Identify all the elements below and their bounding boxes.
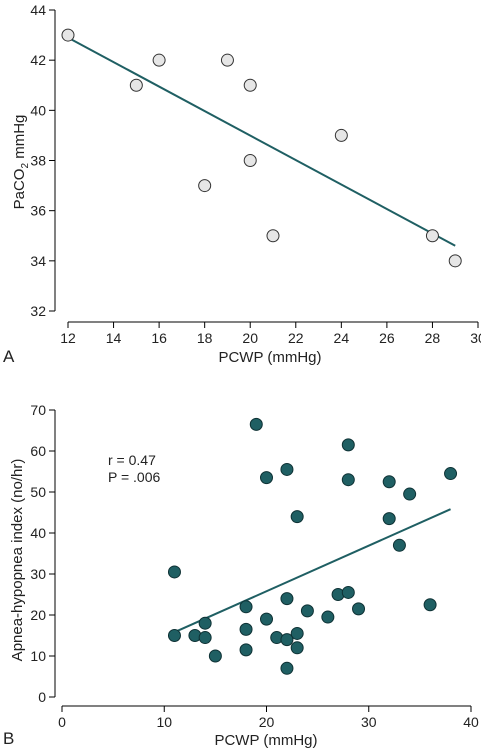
b-data-point bbox=[239, 600, 253, 614]
a-y-tick-label: 40 bbox=[30, 102, 46, 118]
b-data-point bbox=[260, 612, 273, 626]
panel-a-y-axis-title: PaCO2 mmHg bbox=[11, 115, 31, 210]
b-x-tick-label: 30 bbox=[361, 714, 377, 730]
a-x-tick-label: 28 bbox=[425, 330, 441, 346]
b-data-point bbox=[321, 610, 335, 624]
panel-b-p-value-annotation: P = .006 bbox=[108, 469, 161, 485]
panel-b-label: B bbox=[3, 729, 14, 748]
a-y-tick-label: 44 bbox=[30, 2, 46, 18]
b-data-point bbox=[249, 417, 263, 431]
a-y-tick-label: 36 bbox=[30, 203, 46, 219]
b-data-point bbox=[382, 475, 396, 489]
b-data-point bbox=[239, 643, 253, 657]
b-x-tick-label: 40 bbox=[463, 714, 479, 730]
b-data-point bbox=[280, 661, 294, 675]
panel-b-y-axis-title: Apnea-hypopnea index (no/hr) bbox=[9, 459, 26, 662]
a-data-point bbox=[129, 78, 143, 92]
b-y-tick-label: 10 bbox=[30, 648, 46, 664]
b-data-point bbox=[280, 633, 294, 647]
b-data-point bbox=[208, 649, 222, 663]
b-y-tick-label: 60 bbox=[30, 443, 46, 459]
a-x-tick-label: 20 bbox=[242, 330, 258, 346]
a-data-point bbox=[243, 78, 257, 92]
a-x-tick-label: 26 bbox=[379, 330, 395, 346]
b-y-tick-label: 70 bbox=[30, 402, 46, 418]
a-x-tick-label: 14 bbox=[106, 330, 122, 346]
b-data-point bbox=[382, 512, 396, 526]
panel-b-x-ticks: 0 10 20 30 40 bbox=[58, 706, 479, 730]
b-data-point bbox=[341, 473, 355, 487]
a-x-tick-label: 22 bbox=[288, 330, 304, 346]
b-data-point bbox=[290, 641, 304, 655]
a-y-tick-label: 42 bbox=[30, 52, 46, 68]
b-y-tick-label: 30 bbox=[30, 566, 46, 582]
b-data-point bbox=[341, 438, 355, 452]
a-data-point bbox=[61, 28, 75, 42]
b-data-point bbox=[167, 629, 181, 642]
a-x-tick-label: 18 bbox=[197, 330, 213, 346]
b-y-tick-label: 0 bbox=[38, 689, 46, 705]
a-x-tick-label: 12 bbox=[60, 330, 76, 346]
b-data-point bbox=[352, 602, 366, 616]
panel-a-y-ticks: 32 34 36 38 40 42 44 bbox=[30, 2, 55, 319]
a-data-point bbox=[152, 53, 166, 67]
panel-b-y-ticks: 0 10 20 30 40 50 60 70 bbox=[30, 402, 55, 705]
a-y-tick-label: 38 bbox=[30, 153, 46, 169]
b-x-tick-label: 10 bbox=[156, 714, 172, 730]
b-y-tick-label: 50 bbox=[30, 484, 46, 500]
b-data-point bbox=[260, 471, 273, 485]
a-data-point bbox=[334, 128, 348, 142]
a-data-point bbox=[243, 154, 257, 167]
a-data-point bbox=[448, 254, 462, 268]
b-data-point bbox=[290, 510, 304, 524]
b-x-tick-label: 20 bbox=[259, 714, 275, 730]
b-data-point bbox=[280, 462, 294, 476]
a-x-tick-label: 30 bbox=[470, 330, 481, 346]
b-x-tick-label: 0 bbox=[58, 714, 66, 730]
a-y-tick-label: 34 bbox=[30, 253, 46, 269]
a-y-tick-label: 32 bbox=[30, 303, 46, 319]
a-x-tick-label: 16 bbox=[151, 330, 167, 346]
b-data-point bbox=[341, 585, 355, 599]
panel-a-label: A bbox=[3, 347, 15, 366]
panel-a-chart: 32 34 36 38 40 42 44 12 14 16 18 20 22 24 26 28 30 PaCO… bbox=[3, 2, 481, 366]
panel-a-x-ticks: 12 14 16 18 20 22 24 26 28 30 bbox=[60, 322, 481, 346]
b-data-point bbox=[444, 467, 458, 481]
panel-a-points bbox=[61, 28, 462, 268]
b-y-tick-label: 20 bbox=[30, 607, 46, 623]
a-data-point bbox=[266, 229, 280, 243]
b-data-point bbox=[280, 592, 294, 606]
b-data-point bbox=[239, 622, 253, 636]
b-data-point bbox=[198, 631, 212, 645]
a-data-point bbox=[220, 53, 234, 67]
a-x-tick-label: 24 bbox=[334, 330, 350, 346]
b-data-point bbox=[167, 565, 181, 579]
b-data-point bbox=[198, 616, 212, 630]
panel-b-x-axis-title: PCWP (mmHg) bbox=[214, 732, 317, 749]
a-data-point bbox=[198, 179, 212, 193]
b-data-point bbox=[290, 626, 304, 640]
b-y-tick-label: 40 bbox=[30, 525, 46, 541]
b-data-point bbox=[392, 538, 406, 552]
b-data-point bbox=[423, 598, 437, 612]
panel-a-trend-line bbox=[67, 36, 456, 247]
panel-b-correlation-annotation: r = 0.47 bbox=[108, 452, 156, 468]
panel-b-points bbox=[167, 417, 458, 675]
panel-a-x-axis-title: PCWP (mmHg) bbox=[218, 349, 321, 366]
panel-b-chart: 0 10 20 30 40 50 60 70 0 10 20 30 40 Apnea-hypopnea… bbox=[3, 402, 479, 749]
b-data-point bbox=[300, 604, 314, 618]
a-data-point bbox=[425, 229, 439, 243]
b-data-point bbox=[403, 487, 417, 501]
panel-b-trend-line bbox=[174, 508, 451, 634]
